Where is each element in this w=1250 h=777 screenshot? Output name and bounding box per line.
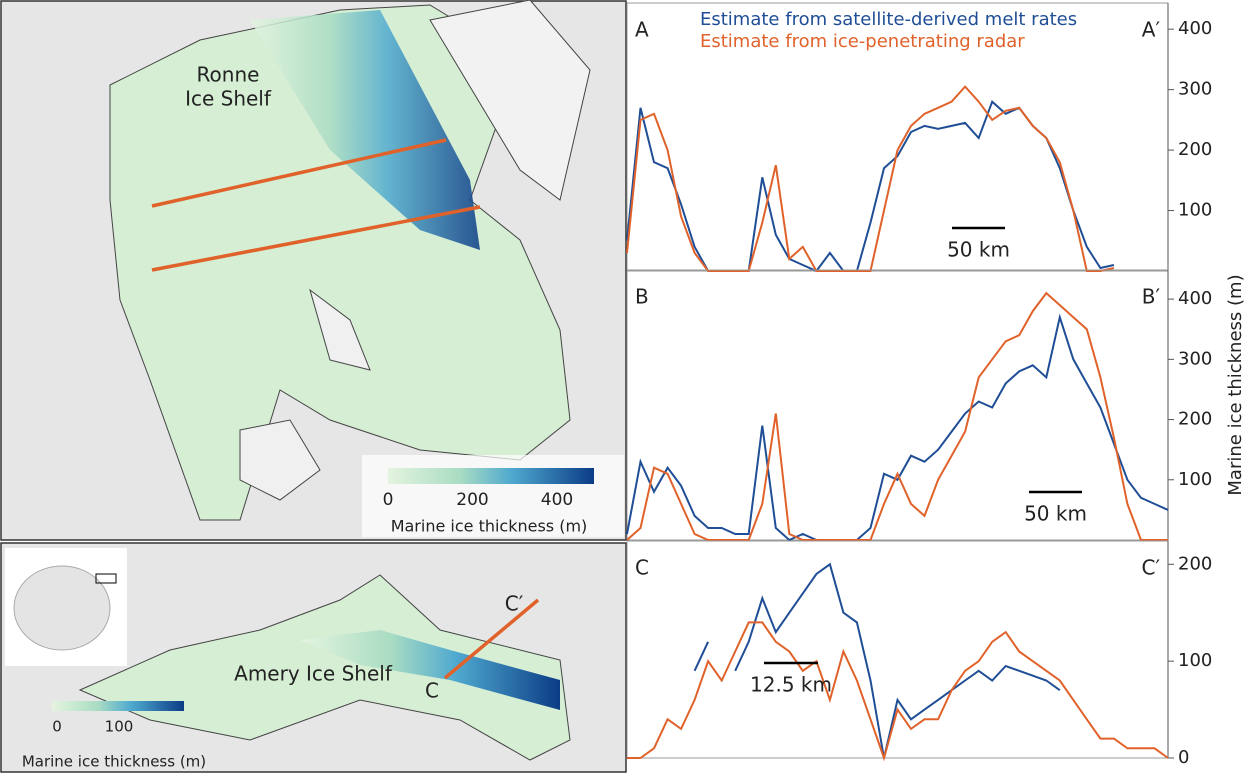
y-tick-label: 200 [1178,139,1212,160]
y-tick-label: 300 [1178,79,1212,100]
panel-frame [626,540,1169,759]
colorbar-title: Marine ice thickness (m) [22,753,206,771]
scale-bar-label: 50 km [1024,502,1087,526]
y-tick-label: 400 [1178,288,1212,309]
y-axis-label: Marine ice thickness (m) [1225,274,1246,495]
panel-label: B [635,285,649,309]
ice-shelf [78,574,571,761]
y-tick-label: 200 [1178,553,1212,574]
y-tick-label: 100 [1178,469,1212,490]
island [309,288,371,371]
y-tick-label: 100 [1178,650,1212,671]
scale-bar-label: 50 km [947,238,1010,262]
panel-label: A′ [1142,18,1161,42]
island [239,419,321,501]
colorbar-tick-label: 400 [541,490,573,510]
marine-ice [300,630,560,710]
inset-continent [13,565,111,651]
map-label: Ronne [197,63,260,87]
data-line [626,291,1168,541]
section-line [151,138,447,208]
y-tick-label: 100 [1178,200,1212,221]
panel-label: C [635,556,649,580]
colorbar-tick-label: 0 [52,718,62,736]
inset-box [95,573,117,584]
legend-entry: Estimate from ice-penetrating radar [700,31,1025,52]
data-line [626,99,1115,273]
marine-ice [250,10,480,250]
colorbar-tick-label: 100 [105,718,134,736]
y-tick-label: 0 [1178,747,1189,768]
colorbar [52,701,184,711]
legend-entry: Estimate from satellite-derived melt rat… [700,9,1077,30]
panel-label: C′ [1141,556,1160,580]
section-label: C′ [505,592,524,616]
panel-label: B′ [1142,285,1161,309]
y-tick-label: 400 [1178,18,1212,39]
section-line [151,205,481,272]
ronne-map: Ronne Ice Shelf Marine ice thickness (m) [0,0,627,541]
map-label: Ice Shelf [185,87,272,111]
section-label: C [425,679,439,703]
land [429,0,591,201]
panel-label: A [635,18,649,42]
y-tick-label: 200 [1178,409,1212,430]
data-line [693,562,1061,759]
colorbar [388,468,594,484]
amery-map: Amery Ice Shelf C C′ Marine ice thicknes… [0,542,627,773]
data-line [626,313,1169,542]
map-label: Amery Ice Shelf [234,662,393,686]
colorbar-tick-label: 200 [456,490,488,510]
scale-bar-label: 12.5 km [750,673,832,697]
section-line [443,598,540,680]
colorbar-title: Marine ice thickness (m) [391,517,588,536]
y-tick-label: 300 [1178,348,1212,369]
colorbar-tick-label: 0 [383,490,394,510]
data-line [627,621,1169,762]
panel-frame [626,269,1169,541]
data-line [626,85,1115,272]
